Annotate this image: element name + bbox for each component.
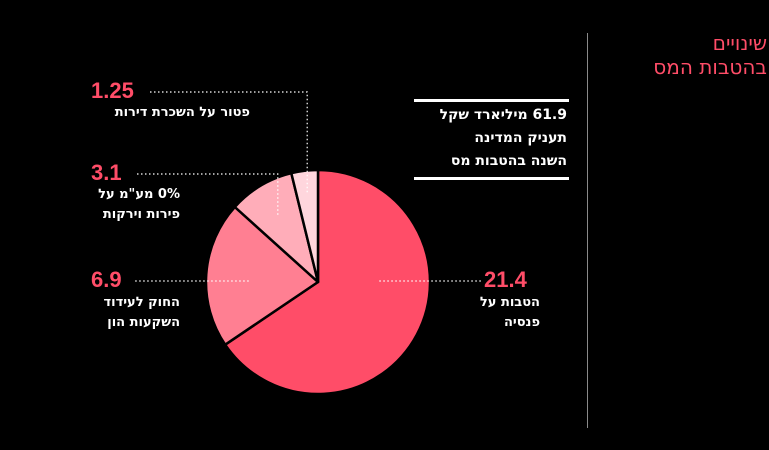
pie-slice-pension xyxy=(223,168,432,396)
leader-line-rental xyxy=(150,91,308,193)
data-label-rental: פטור על השכרת דירות xyxy=(70,103,250,123)
pie-slice-rental xyxy=(290,168,320,284)
data-label-pension: הטבות על פנסיה xyxy=(440,293,540,333)
summary-line-1: 61.9 מיליארד שקל xyxy=(439,107,567,123)
data-label-capital-law: החוק לעידוד השקעות הון xyxy=(70,293,180,333)
data-label-value-vat: 3.1 xyxy=(91,160,122,185)
page-title: שינויים בהטבות המס xyxy=(617,31,767,79)
label-rental-line-1: פטור על השכרת דירות xyxy=(114,105,250,120)
divider-line xyxy=(587,33,588,428)
label-capital-law-line-1: החוק לעידוד xyxy=(103,295,180,310)
data-label-vat: 0% מע"מ על פירות וירקות xyxy=(70,185,180,225)
label-pension-line-1: הטבות על xyxy=(479,295,540,310)
data-label-value-capital-law: 6.9 xyxy=(91,267,122,292)
title-line-2: בהטבות המס xyxy=(653,55,767,79)
data-label-value-pension: 21.4 xyxy=(484,267,527,292)
label-vat-line-2: פירות וירקות xyxy=(102,207,180,222)
leader-line-vat xyxy=(137,173,279,215)
label-vat-line-1: 0% מע"מ על xyxy=(98,187,180,202)
summary-box: 61.9 מיליארד שקל תעניק המדינה השנה בהטבו… xyxy=(414,100,569,177)
summary-bottom-rule xyxy=(414,177,569,180)
summary-line-3: השנה בהטבות מס xyxy=(450,153,567,169)
summary-line-2: תעניק המדינה xyxy=(474,130,567,146)
summary-top-rule xyxy=(414,99,569,102)
data-label-value-rental: 1.25 xyxy=(91,78,134,103)
title-line-1: שינויים xyxy=(712,31,767,55)
pie-slice-capital-law xyxy=(204,205,320,346)
label-pension-line-2: פנסיה xyxy=(503,315,540,330)
label-capital-law-line-2: השקעות הון xyxy=(107,315,180,330)
